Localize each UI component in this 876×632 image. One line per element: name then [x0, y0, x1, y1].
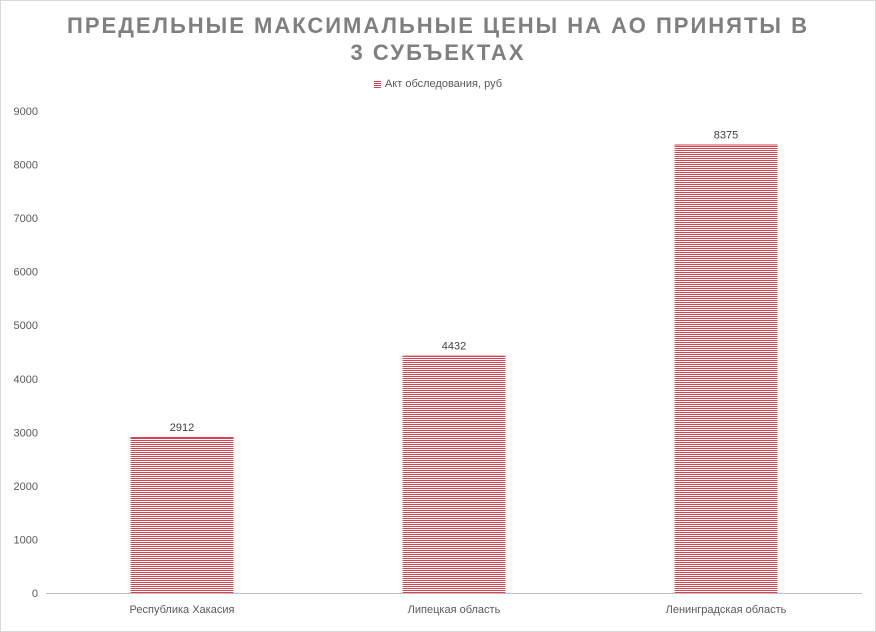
y-tick-label: 0	[32, 588, 38, 600]
bar-data-label: 4432	[442, 341, 466, 353]
chart-legend: Акт обследования, руб	[0, 77, 876, 91]
x-axis: Республика Хакасия Липецкая область Ленинг…	[130, 604, 787, 616]
bar-data-label: 8375	[714, 129, 738, 141]
bar	[402, 355, 506, 593]
x-tick-label: Республика Хакасия	[130, 604, 235, 616]
legend-label: Акт обследования, руб	[384, 78, 503, 90]
y-tick-label: 5000	[14, 320, 38, 332]
y-tick-label: 3000	[14, 427, 38, 439]
y-axis: 0 1000 2000 3000 4000 5000 6000 7000 8000 9000	[14, 106, 38, 600]
y-tick-label: 7000	[14, 213, 38, 225]
chart-title: ПРЕДЕЛЬНЫЕ МАКСИМАЛЬНЫЕ ЦЕНЫ НА АО ПРИНЯ…	[0, 12, 876, 66]
bar	[130, 437, 234, 593]
y-tick-label: 8000	[14, 160, 38, 172]
bar-data-label: 2912	[170, 422, 194, 434]
x-tick-label: Липецкая область	[408, 604, 501, 616]
y-tick-label: 6000	[14, 267, 38, 279]
y-tick-label: 9000	[14, 106, 38, 118]
y-tick-label: 2000	[14, 481, 38, 493]
bars: 2912 4432 8375	[130, 129, 778, 593]
x-tick-label: Ленинградская область	[666, 604, 787, 616]
y-tick-label: 1000	[14, 534, 38, 546]
y-tick-label: 4000	[14, 374, 38, 386]
bar	[674, 144, 778, 593]
chart-title-line-2: 3 СУБЪЕКТАХ	[350, 40, 526, 65]
chart-title-line-1: ПРЕДЕЛЬНЫЕ МАКСИМАЛЬНЫЕ ЦЕНЫ НА АО ПРИНЯ…	[67, 13, 809, 38]
legend-swatch	[373, 80, 381, 88]
